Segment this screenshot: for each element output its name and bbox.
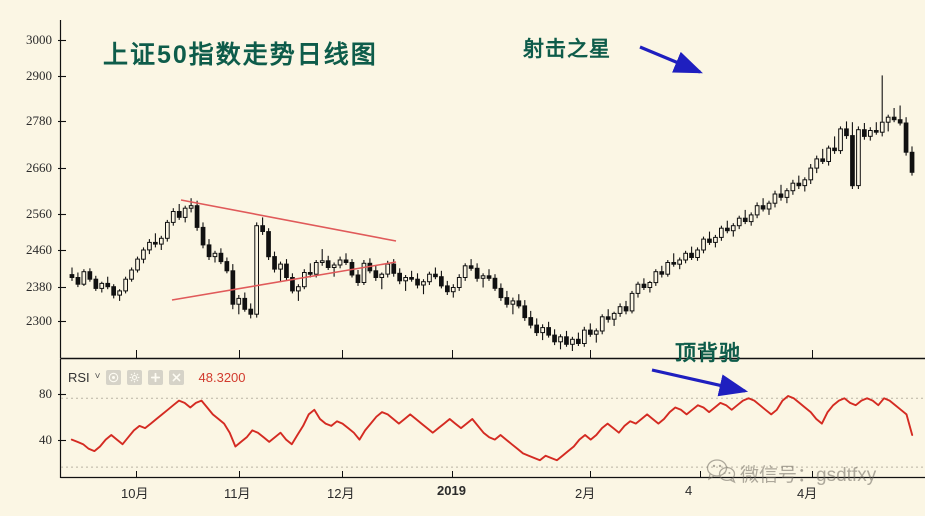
rsi-indicator-header[interactable]: RSI ˅ [68,368,246,386]
close-icon[interactable] [168,369,184,385]
rsi-tick-label: 80 [39,386,52,401]
price-tick-label: 2560 [26,206,52,221]
price-tick-label: 2300 [26,313,52,328]
time-tick-label: 4月 [797,486,818,501]
price-tick-label: 2900 [26,68,52,83]
time-tick-label: 11月 [224,486,251,501]
price-axis-lines [59,20,925,479]
annotation-shooting-star: 射击之星 [523,38,611,61]
rsi-tick-label: 40 [39,432,52,447]
candlestick-series [69,75,915,351]
price-tick-label: 2660 [26,160,52,175]
rsi-value: 48.3200 [198,369,246,385]
rsi-gridlines [61,397,925,468]
page-title: 上证50指数走势日线图 [103,41,378,69]
annotation-arrows [639,45,749,397]
chevron-down-icon[interactable]: ˅ [94,371,101,382]
settings-icon[interactable] [126,369,142,385]
price-tick-label: 2780 [26,113,52,128]
watermark: 微信号：gsdtfxy [706,458,876,489]
annotation-top-divergence: 顶背驰 [675,342,741,365]
price-tick-label: 2380 [26,279,52,294]
price-axis-ticks [58,39,813,478]
price-tick-label: 2460 [26,242,52,257]
trendline-wedge [171,199,397,301]
wechat-icon [706,458,736,489]
time-tick-label: 2月 [575,486,596,501]
watermark-text: 微信号：gsdtfxy [740,465,877,486]
time-tick-label: 2019 [437,483,466,498]
time-tick-label: 4 [685,483,693,498]
add-icon[interactable] [147,369,163,385]
time-tick-label: 12月 [327,486,355,501]
visibility-icon[interactable] [105,369,121,385]
rsi-label: RSI [68,369,90,385]
price-tick-label: 3000 [26,32,52,47]
time-tick-label: 10月 [121,486,149,501]
rsi-axis-ticks [58,393,66,442]
rsi-series [70,395,914,462]
